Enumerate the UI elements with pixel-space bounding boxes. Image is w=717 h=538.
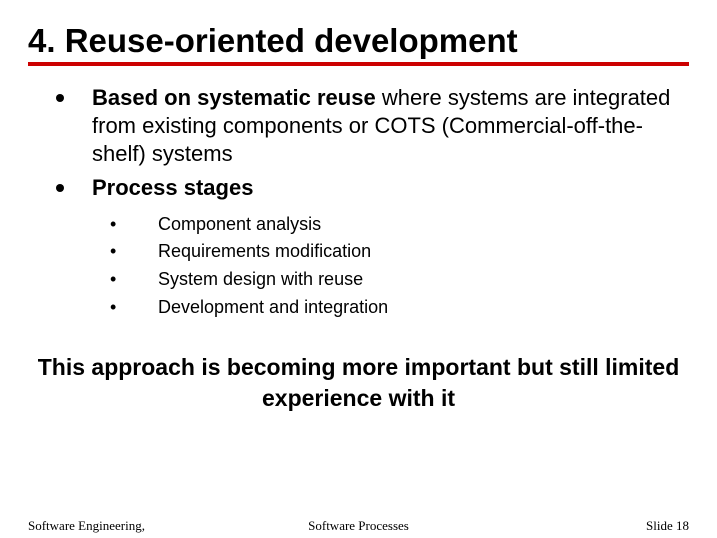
bullet-item: Based on systematic reuse where systems … [34,84,689,168]
footer-left: Software Engineering, [28,518,145,534]
sub-bullet-item: System design with reuse [110,266,689,294]
sub-bullet-item: Component analysis [110,211,689,239]
footer-right: Slide 18 [646,518,689,534]
main-bullet-list: Based on systematic reuse where systems … [34,84,689,203]
sub-bullet-item: Development and integration [110,294,689,322]
bullet-bold-lead: Process stages [92,175,253,200]
bullet-item: Process stages [34,174,689,202]
sub-bullet-list: Component analysis Requirements modifica… [110,211,689,323]
closing-statement: This approach is becoming more important… [28,352,689,414]
sub-bullet-item: Requirements modification [110,238,689,266]
slide-title: 4. Reuse-oriented development [28,22,689,60]
bullet-bold-lead: Based on systematic reuse [92,85,376,110]
slide: 4. Reuse-oriented development Based on s… [0,0,717,538]
title-rule: 4. Reuse-oriented development [28,22,689,66]
footer-center: Software Processes [308,518,409,534]
